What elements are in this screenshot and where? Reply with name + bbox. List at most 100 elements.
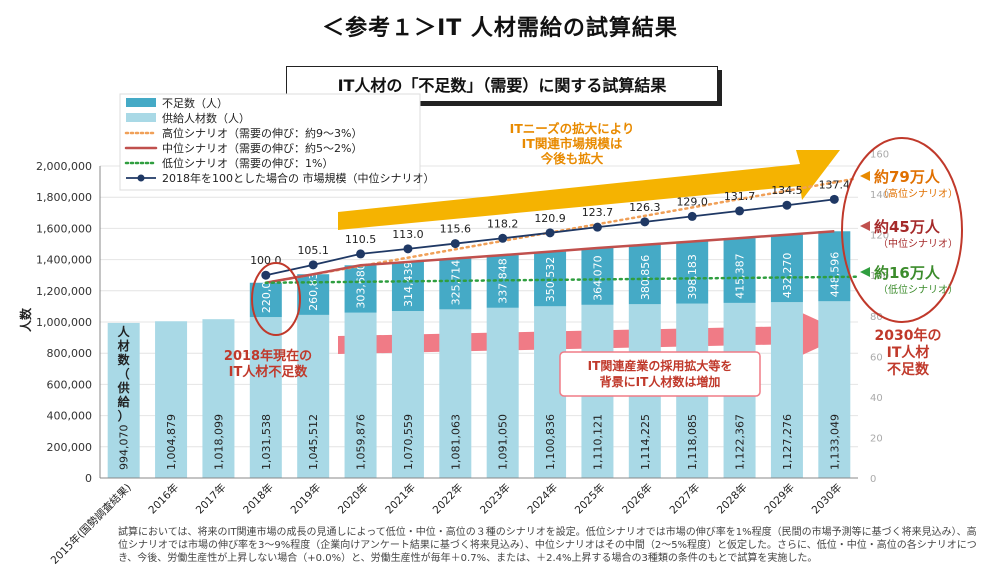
supply-value-label: 1,122,367: [734, 414, 747, 470]
market-index-label: 118.2: [487, 217, 519, 230]
shortage-bar: [344, 265, 377, 313]
bar-inner-label: 人: [118, 324, 131, 339]
shortage-value-label: 337,848: [497, 258, 510, 304]
supply-value-label: 1,110,121: [591, 414, 604, 470]
legend-item-low: 低位シナリオ（需要の伸び：1%）: [124, 156, 333, 170]
y-tick-label: 2,000,000: [36, 160, 92, 173]
supply-value-label: 1,081,063: [449, 414, 462, 470]
supply-bar: [391, 310, 424, 478]
supply-bar: [770, 302, 803, 478]
current-shortage-text: 2018年現在の: [224, 348, 312, 364]
shortage-bar: [723, 238, 756, 303]
market-index-point: [261, 270, 271, 280]
supply-bar: [344, 312, 377, 478]
legend-item-high: 高位シナリオ（需要の伸び：約9～3%）: [124, 126, 362, 140]
mid-pointer-icon: [860, 221, 870, 231]
supply-bar: [155, 321, 188, 478]
bar-inner-label: 供: [117, 380, 130, 395]
current-shortage-circle: [251, 262, 301, 336]
shortage-bar: [628, 244, 661, 305]
supply-value-label: 1,031,538: [260, 414, 273, 470]
y2-tick-label: 140: [870, 190, 889, 201]
market-growth-arrow: [338, 150, 840, 230]
legend-label: 中位シナリオ（需要の伸び：約5～2%）: [162, 141, 362, 155]
legend-swatch: [126, 98, 156, 107]
shortage-value-label: 448,596: [828, 252, 841, 298]
market-index-point: [498, 233, 508, 243]
high-scenario-value: 約79万人: [874, 168, 941, 186]
supply-bar: [202, 319, 235, 478]
market-index-point: [450, 239, 460, 249]
market-index-label: 110.5: [345, 233, 377, 246]
shortage-2030-text: IT人材: [887, 344, 930, 361]
market-index-label: 126.3: [629, 201, 661, 214]
shortage-value-label: 325,714: [449, 260, 462, 306]
scenario-callout-circle: [841, 137, 963, 323]
low-scenario-line: [264, 275, 858, 285]
hiring-arrow-text: IT関連産業の採用拡大等を: [588, 358, 733, 373]
x-tick-label: 2028年: [714, 481, 750, 517]
page-title: ＜参考１＞IT 人材需給の試算結果: [322, 16, 678, 41]
mid-scenario-value: 約45万人: [874, 218, 941, 236]
shortage-value-label: 415,387: [734, 253, 747, 299]
supply-bar: [249, 317, 282, 478]
high-pointer-icon: [860, 171, 870, 181]
market-index-point: [403, 244, 413, 254]
legend-item-supply: 供給人材数（人）: [126, 111, 250, 125]
x-tick-label: 2023年: [477, 481, 513, 517]
supply-value-label: 1,091,050: [497, 414, 510, 470]
market-index-label: 115.6: [440, 223, 472, 236]
supply-value-label: 1,018,099: [212, 414, 225, 470]
supply-bar: [107, 322, 140, 478]
x-tick-label: 2026年: [619, 481, 655, 517]
market-index-label: 137.4: [819, 178, 851, 191]
y2-tick-label: 100: [870, 271, 889, 282]
x-tick-label: 2019年: [288, 481, 324, 517]
market-index-point: [592, 222, 602, 232]
y2-tick-label: 20: [870, 433, 883, 444]
y2-tick-label: 80: [870, 312, 883, 323]
high-scenario-caption: （高位シナリオ）: [878, 187, 958, 200]
legend-swatch: [126, 113, 156, 122]
legend-label: 供給人材数（人）: [162, 111, 250, 125]
y-tick-label: 200,000: [47, 441, 93, 454]
bar-inner-label: 材: [117, 338, 130, 353]
current-shortage-text: IT人材不足数: [229, 364, 309, 380]
legend-label: 2018年を100とした場合の 市場規模（中位シナリオ）: [162, 171, 435, 185]
supply-value-label: 1,114,225: [639, 414, 652, 470]
supply-value-label: 1,045,512: [307, 414, 320, 470]
y2-tick-label: 160: [870, 150, 889, 161]
shortage-bar: [297, 274, 330, 315]
supply-bar: [486, 307, 519, 478]
supply-value-label: 1,100,836: [544, 414, 557, 470]
x-tick-label: 2025年: [572, 481, 608, 517]
supply-value-label: 1,070,559: [402, 414, 415, 470]
x-tick-label: 2024年: [525, 481, 561, 517]
shortage-value-label: 260,835: [307, 265, 320, 311]
legend-marker: [137, 174, 145, 182]
market-index-point: [545, 228, 555, 238]
market-index-point: [356, 249, 366, 259]
market-index-point: [687, 211, 697, 221]
mid-scenario-caption: （中位シナリオ）: [878, 237, 958, 250]
market-index-label: 134.5: [771, 184, 803, 197]
legend-label: 高位シナリオ（需要の伸び：約9～3%）: [162, 126, 362, 140]
y-tick-label: 800,000: [47, 347, 93, 360]
bar-inner-label: 給: [118, 394, 131, 409]
shortage-bar: [249, 282, 282, 318]
hiring-text-box: [559, 351, 761, 397]
supply-value-label: 1,118,085: [686, 414, 699, 470]
bar-inner-label: （: [118, 366, 130, 381]
shortage-value-label: 220,000: [260, 268, 273, 314]
shortage-bar: [581, 248, 614, 305]
footnote: 試算においては、将来のIT関連市場の成長の見通しによって低位・中位・高位の３種の…: [118, 527, 977, 564]
supply-value-label: 1,059,876: [355, 414, 368, 470]
market-index-label: 123.7: [582, 206, 614, 219]
low-scenario-value: 約16万人: [874, 264, 941, 282]
legend-item-shortage: 不足数（人）: [126, 97, 228, 110]
market-index-point: [829, 194, 839, 204]
chart-subtitle: IT人材の「不足数」（需要）に関する試算結果: [337, 76, 667, 95]
y2-tick-label: 60: [870, 352, 883, 363]
bar-inner-label: ）: [118, 408, 130, 423]
